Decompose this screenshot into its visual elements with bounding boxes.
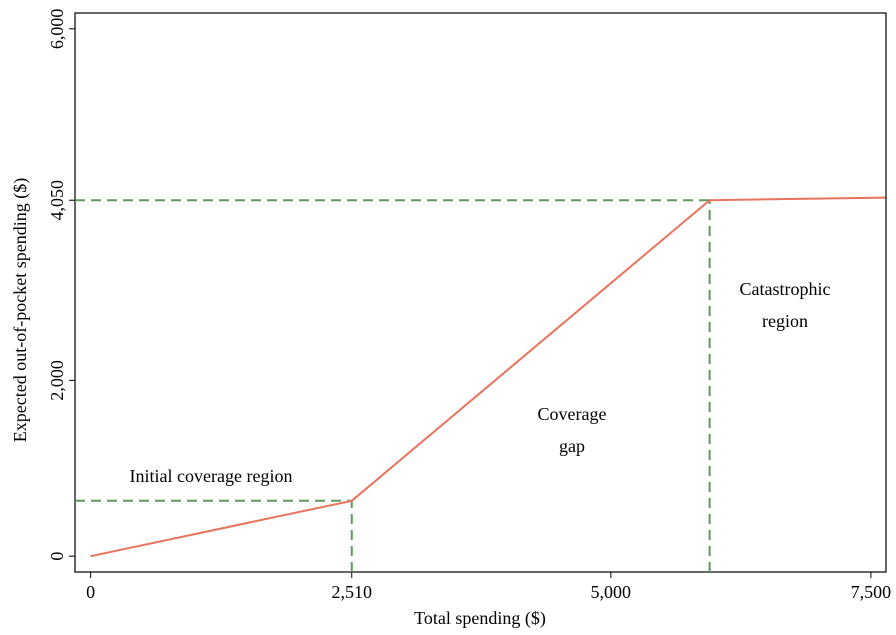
annotation: Coverage [538,404,607,424]
x-axis-title: Total spending ($) [414,608,546,629]
data-line [90,196,886,558]
annotation: gap [559,436,585,456]
annotation: Initial coverage region [130,466,293,486]
x-tick-label: 0 [86,582,95,602]
x-tick-label: 7,500 [851,582,892,602]
plot-frame [74,12,887,573]
annotation: region [762,311,808,331]
x-tick-label: 2,510 [331,582,372,602]
y-tick-label: 0 [47,552,67,561]
annotation: Catastrophic [740,279,831,299]
y-axis-title: Expected out-of-pocket spending ($) [10,178,31,442]
x-tick-label: 5,000 [591,582,632,602]
y-tick-label: 6,000 [47,9,67,50]
y-tick-label: 2,000 [47,360,67,401]
y-tick-label: 4,050 [47,180,67,221]
